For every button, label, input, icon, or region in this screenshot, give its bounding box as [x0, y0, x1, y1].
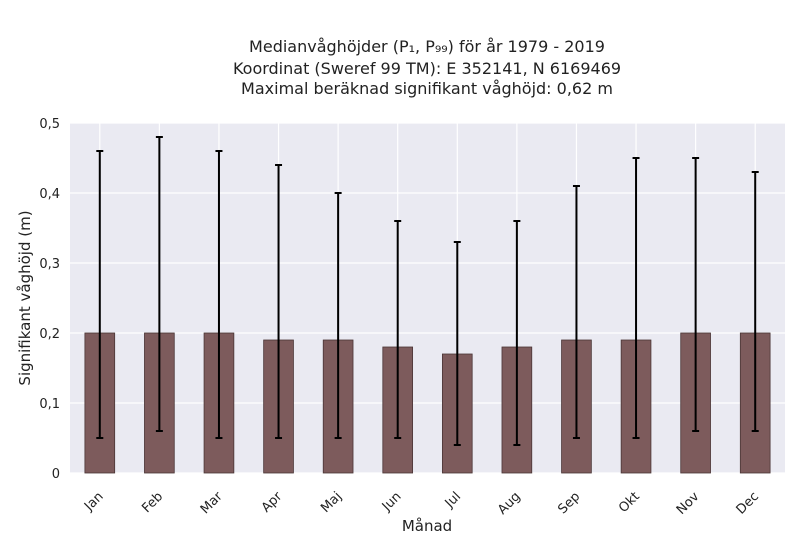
x-tick-label: Dec: [734, 489, 762, 517]
error-bars: [96, 136, 759, 446]
y-tick-label: 0,3: [39, 257, 60, 272]
x-tick-label: Nov: [674, 489, 703, 518]
y-tick-label: 0,2: [39, 327, 60, 342]
x-tick-labels: Jan Feb Mar Apr Maj Jun Jul Aug Sep Okt Nov Dec: [81, 489, 762, 518]
x-tick-label: Apr: [259, 489, 286, 516]
plot-area: [70, 123, 785, 473]
chart-title-line-3: Maximal beräknad signifikant våghöjd: 0,…: [241, 79, 613, 98]
chart-title-line-2: Koordinat (Sweref 99 TM): E 352141, N 61…: [233, 59, 621, 78]
x-tick-label: Sep: [555, 489, 583, 517]
y-tick-label: 0,5: [39, 117, 60, 132]
x-tick-label: Feb: [139, 489, 166, 516]
x-tick-label: Mar: [198, 489, 226, 517]
x-tick-label: Jul: [442, 489, 464, 511]
y-tick-label: 0: [52, 467, 60, 482]
y-axis-label: Signifikant våghöjd (m): [16, 210, 34, 385]
x-tick-label: Jan: [81, 489, 106, 514]
x-tick-label: Aug: [495, 489, 524, 518]
y-tick-label: 0,4: [39, 187, 60, 202]
chart-title: Medianvåghöjder (P₁, P₉₉) för år 1979 - …: [233, 37, 621, 98]
x-tick-label: Jun: [379, 489, 405, 515]
x-tick-label: Okt: [616, 489, 643, 516]
chart-title-line-1: Medianvåghöjder (P₁, P₉₉) för år 1979 - …: [249, 37, 605, 56]
x-axis-label: Månad: [402, 517, 452, 535]
y-tick-label: 0,1: [39, 397, 60, 412]
x-tick-label: Maj: [318, 489, 345, 516]
y-tick-labels: 0 0,1 0,2 0,3 0,4 0,5: [39, 117, 60, 482]
